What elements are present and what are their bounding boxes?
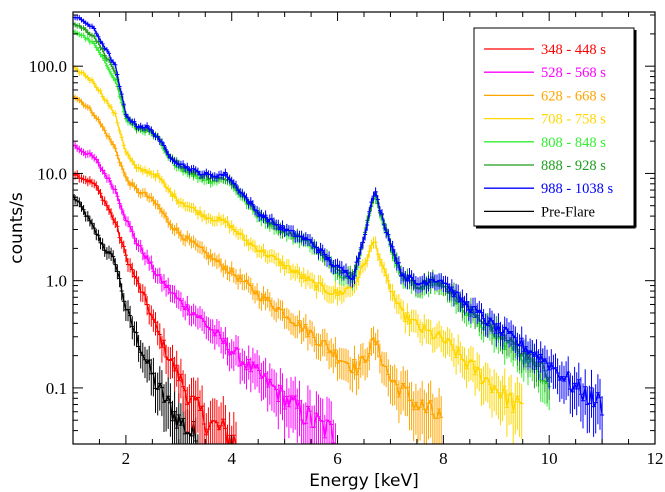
x-tick-label: 8 (439, 449, 448, 468)
legend-label: 528 - 568 s (541, 65, 606, 81)
y-axis-title: counts/s (7, 192, 27, 264)
y-tick-label: 10.0 (37, 164, 67, 183)
legend-label: 708 - 758 s (541, 112, 606, 128)
series-0 (73, 169, 237, 444)
series-1 (73, 141, 336, 444)
series-6-line (73, 16, 603, 416)
legend-label: 628 - 668 s (541, 88, 606, 104)
legend-label: 888 - 928 s (541, 158, 606, 174)
legend-label: Pre-Flare (541, 204, 595, 220)
legend-label: 988 - 1038 s (541, 181, 613, 197)
series-0-line (73, 173, 237, 444)
y-tick-label: 0.1 (46, 379, 67, 398)
series-4-line (73, 30, 550, 388)
series-7-line (73, 194, 197, 444)
series-1-line (73, 144, 335, 444)
series-3-line (73, 66, 523, 413)
y-tick-label: 1.0 (46, 272, 67, 291)
x-tick-label: 6 (333, 449, 342, 468)
x-tick-label: 4 (227, 449, 236, 468)
x-tick-label: 12 (647, 449, 664, 468)
x-tick-label: 2 (122, 449, 131, 468)
x-axis-title: Energy [keV] (309, 471, 419, 491)
series-3 (73, 64, 524, 444)
legend: 348 - 448 s 528 - 568 s 628 - 668 s 708 - 7… (473, 27, 637, 229)
y-tick-label: 100.0 (29, 57, 67, 76)
series-layer (73, 14, 605, 444)
series-2-line (73, 95, 442, 420)
axes-layer: 2 4 6 8 10 12 100.0 10.0 1.0 0.1 (29, 11, 664, 468)
legend-label: 808 - 848 s (541, 135, 606, 151)
series-6 (73, 14, 605, 444)
legend-label: 348 - 448 s (541, 42, 606, 58)
legend-box (473, 27, 635, 227)
series-2 (73, 93, 444, 444)
x-tick-label: 10 (541, 449, 558, 468)
